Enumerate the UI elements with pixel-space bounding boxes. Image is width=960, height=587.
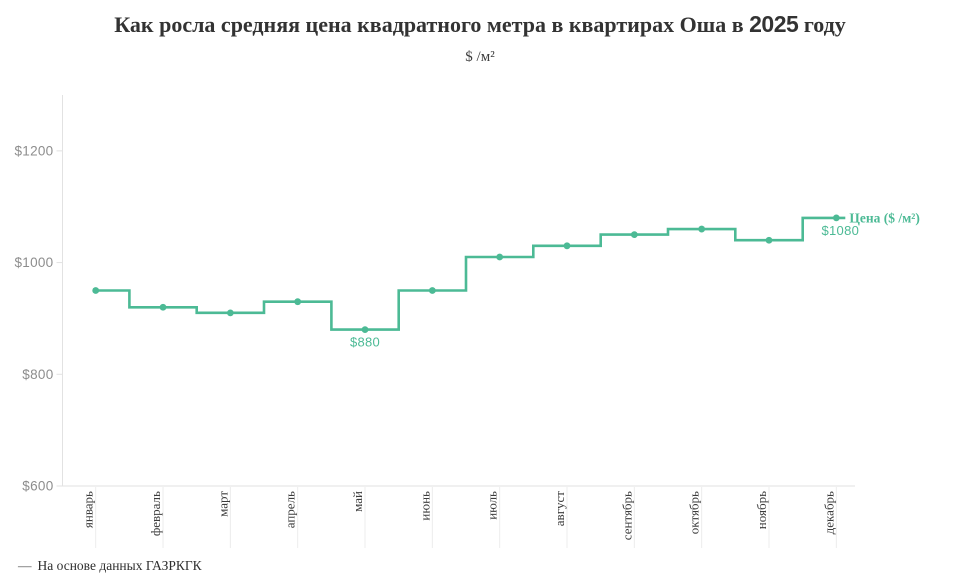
data-point — [428, 287, 436, 294]
x-tick-label: июль — [485, 491, 500, 520]
x-tick-label: июнь — [417, 491, 432, 521]
chart-title-suffix: году — [798, 12, 846, 37]
x-tick-label: сентябрь — [619, 491, 634, 540]
x-tick-label: февраль — [148, 491, 163, 536]
data-point — [226, 309, 234, 317]
data-point — [832, 214, 840, 222]
x-tick-label: октябрь — [687, 491, 702, 534]
x-tick-label: январь — [81, 491, 96, 528]
data-point — [361, 326, 369, 333]
x-tick-label: декабрь — [821, 491, 836, 534]
data-point — [496, 253, 504, 261]
chart-title: Как росла средняя цена квадратного метра… — [0, 11, 960, 38]
price-step-line — [95, 216, 846, 331]
chart-title-prefix: Как росла средняя цена квадратного метра… — [114, 12, 750, 37]
x-tick-label: май — [350, 491, 365, 512]
y-tick-label: $600 — [22, 479, 53, 494]
source-note: — На основе данных ГАЗРКГК — [18, 558, 202, 574]
x-tick-label: ноябрь — [754, 491, 769, 529]
data-point — [563, 242, 571, 250]
source-note-dash: — — [18, 558, 32, 573]
data-point — [765, 236, 773, 244]
y-tick-label: $1000 — [14, 255, 53, 270]
data-point — [92, 287, 100, 294]
x-tick-label: апрель — [283, 491, 298, 528]
series-label: Цена ($ /м²) — [849, 210, 920, 225]
chart-subtitle: $ /м² — [465, 49, 495, 65]
y-tick-label: $800 — [22, 367, 53, 382]
x-tick-label: март — [215, 491, 230, 517]
y-tick-label: $1200 — [14, 143, 53, 158]
data-point — [698, 225, 706, 233]
chart-title-year: 2025 — [749, 11, 799, 37]
data-point — [159, 303, 167, 311]
value-annotation: $880 — [350, 335, 380, 350]
data-point — [294, 298, 302, 306]
source-note-text: На основе данных ГАЗРКГК — [37, 558, 202, 573]
data-point — [630, 231, 638, 239]
x-tick-label: август — [552, 491, 567, 527]
value-annotation: $1080 — [822, 223, 860, 238]
